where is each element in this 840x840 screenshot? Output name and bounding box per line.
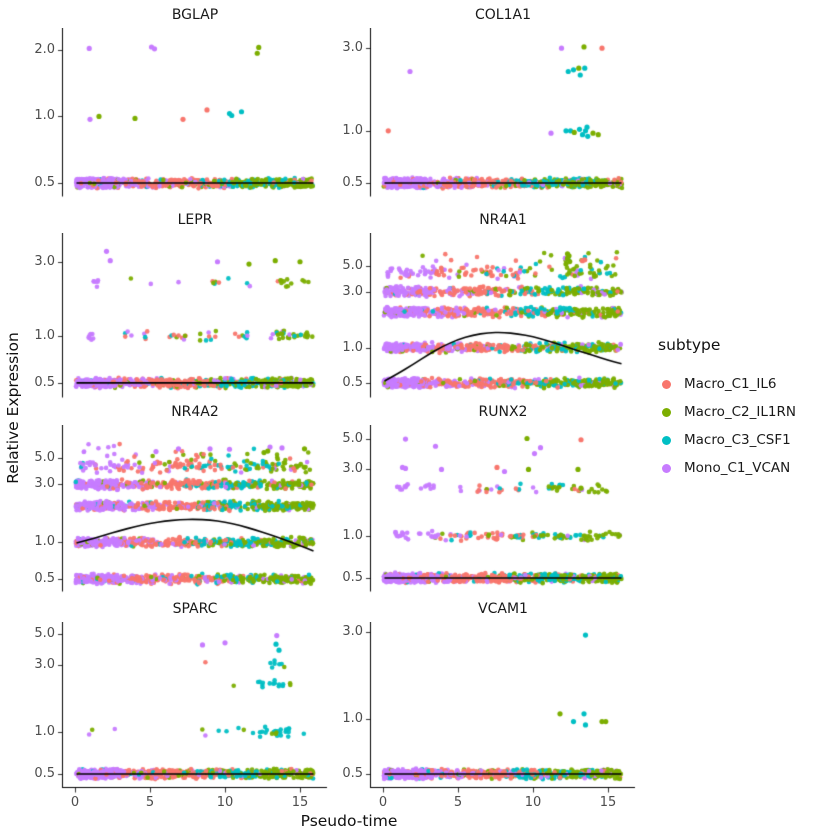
y-tick-label: 3.0 bbox=[34, 476, 55, 492]
facet-title-lepr: LEPR bbox=[177, 212, 213, 228]
legend-label: Macro_C2_IL1RN bbox=[684, 404, 796, 420]
y-tick-label: 3.0 bbox=[342, 283, 363, 299]
x-tick-label: 15 bbox=[599, 795, 617, 810]
facet-canvas-nr4a1 bbox=[362, 233, 636, 407]
y-tick-label: 5.0 bbox=[34, 449, 55, 465]
x-tick-label: 0 bbox=[378, 795, 388, 810]
legend-entry: Macro_C3_CSF1 bbox=[656, 426, 840, 454]
y-tick-label: 1.0 bbox=[34, 108, 55, 124]
facet-canvas-runx2 bbox=[362, 425, 636, 601]
x-tick-label: 10 bbox=[216, 795, 234, 810]
y-tick-label: 1.0 bbox=[342, 339, 363, 355]
facet-canvas-lepr bbox=[54, 233, 328, 407]
y-tick-label: 0.5 bbox=[34, 765, 55, 781]
legend-entry: Macro_C2_IL1RN bbox=[656, 398, 840, 426]
y-tick-label: 0.5 bbox=[342, 569, 363, 585]
legend-dot-macro-c2-il1rn bbox=[662, 407, 671, 417]
y-tick-label: 3.0 bbox=[34, 657, 55, 673]
facet-title-vcam1: VCAM1 bbox=[478, 601, 528, 617]
facet-title-bglap: BGLAP bbox=[171, 7, 219, 23]
y-tick-label: 0.5 bbox=[34, 374, 55, 390]
legend-label: Mono_C1_VCAN bbox=[684, 460, 791, 476]
facet-canvas-nr4a2 bbox=[54, 425, 328, 601]
y-tick-label: 1.0 bbox=[342, 527, 363, 543]
x-axis-title: Pseudo-time bbox=[300, 812, 398, 830]
y-tick-label: 5.0 bbox=[34, 626, 55, 642]
x-tick-label: 0 bbox=[70, 795, 80, 810]
legend-dot-macro-c3-csf1 bbox=[662, 435, 671, 445]
facet-canvas-sparc bbox=[54, 622, 328, 797]
legend-entry: Mono_C1_VCAN bbox=[656, 454, 840, 482]
facet-canvas-vcam1 bbox=[362, 622, 636, 797]
y-tick-label: 1.0 bbox=[342, 122, 363, 138]
y-tick-label: 0.5 bbox=[342, 765, 363, 781]
facet-title-col1a1: COL1A1 bbox=[475, 7, 531, 23]
y-tick-label: 1.0 bbox=[34, 328, 55, 344]
y-tick-label: 1.0 bbox=[34, 723, 55, 739]
y-tick-label: 3.0 bbox=[342, 624, 363, 640]
legend-title: subtype bbox=[658, 336, 721, 354]
x-tick-label: 5 bbox=[453, 795, 463, 810]
y-axis-title: Relative Expression bbox=[4, 332, 22, 484]
y-tick-label: 0.5 bbox=[342, 374, 363, 390]
legend-label: Macro_C3_CSF1 bbox=[684, 432, 791, 448]
x-tick-label: 10 bbox=[524, 795, 542, 810]
facet-title-nr4a1: NR4A1 bbox=[479, 212, 527, 228]
y-tick-label: 0.5 bbox=[34, 570, 55, 586]
legend: subtype Macro_C1_IL6 Macro_C2_IL1RN Macr… bbox=[656, 336, 840, 482]
legend-label: Macro_C1_IL6 bbox=[684, 376, 777, 392]
facet-title-runx2: RUNX2 bbox=[478, 404, 528, 420]
y-tick-label: 5.0 bbox=[342, 257, 363, 273]
y-tick-label: 1.0 bbox=[34, 534, 55, 550]
y-tick-label: 0.5 bbox=[34, 175, 55, 191]
facet-title-sparc: SPARC bbox=[172, 601, 218, 617]
legend-dot-mono-c1-vcan bbox=[662, 463, 671, 473]
x-tick-label: 5 bbox=[145, 795, 155, 810]
legend-entry: Macro_C1_IL6 bbox=[656, 370, 840, 398]
y-tick-label: 0.5 bbox=[342, 175, 363, 191]
facet-title-nr4a2: NR4A2 bbox=[171, 404, 219, 420]
y-tick-label: 3.0 bbox=[342, 40, 363, 56]
facet-canvas-col1a1 bbox=[362, 28, 636, 206]
y-tick-label: 3.0 bbox=[34, 253, 55, 269]
facet-canvas-bglap bbox=[54, 28, 328, 206]
y-tick-label: 3.0 bbox=[342, 461, 363, 477]
y-tick-label: 1.0 bbox=[342, 711, 363, 727]
y-tick-label: 5.0 bbox=[342, 430, 363, 446]
y-tick-label: 2.0 bbox=[34, 41, 55, 57]
legend-dot-macro-c1-il6 bbox=[662, 379, 671, 389]
x-tick-label: 15 bbox=[291, 795, 309, 810]
